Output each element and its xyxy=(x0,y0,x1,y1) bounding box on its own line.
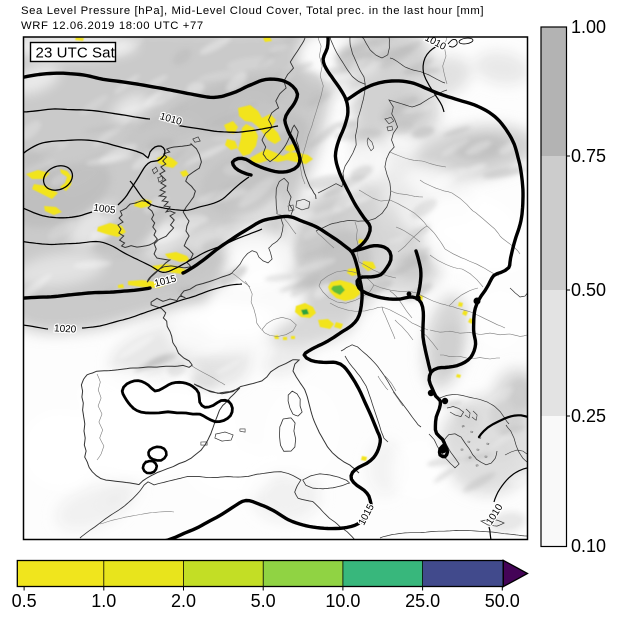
svg-text:Sea Level Pressure [hPa], Mid-: Sea Level Pressure [hPa], Mid-Level Clou… xyxy=(21,5,484,17)
svg-text:1005: 1005 xyxy=(93,203,117,217)
svg-text:0.10: 0.10 xyxy=(571,536,606,556)
svg-text:0.50: 0.50 xyxy=(571,280,606,300)
svg-text:2.0: 2.0 xyxy=(171,591,196,611)
svg-text:0.75: 0.75 xyxy=(571,146,606,166)
svg-text:WRF 12.06.2019 18:00 UTC +77: WRF 12.06.2019 18:00 UTC +77 xyxy=(21,20,204,32)
svg-text:5.0: 5.0 xyxy=(251,591,276,611)
svg-text:10.0: 10.0 xyxy=(325,591,360,611)
svg-text:1020: 1020 xyxy=(54,323,77,335)
svg-text:1.0: 1.0 xyxy=(91,591,116,611)
svg-text:23 UTC Sat: 23 UTC Sat xyxy=(36,45,116,62)
svg-text:25.0: 25.0 xyxy=(405,591,440,611)
svg-text:50.0: 50.0 xyxy=(485,591,520,611)
svg-text:0.25: 0.25 xyxy=(571,406,606,426)
svg-text:1.00: 1.00 xyxy=(571,17,606,37)
svg-text:0.5: 0.5 xyxy=(12,591,37,611)
